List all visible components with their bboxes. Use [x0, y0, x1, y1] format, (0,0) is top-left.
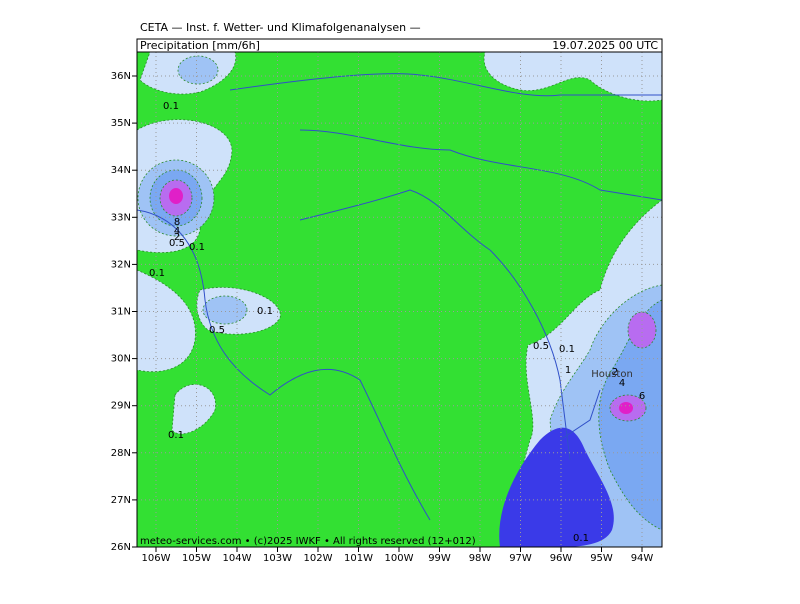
lon-label: 101W — [344, 553, 373, 564]
lon-label: 100W — [385, 553, 414, 564]
contour-label: 2 — [174, 232, 180, 243]
river — [299, 129, 662, 201]
contour-label: 6 — [639, 391, 645, 402]
contour-label: 0.1 — [189, 242, 205, 253]
contour-label: 0.5 — [169, 238, 185, 249]
lon-label: 103W — [263, 553, 292, 564]
footer-credit: meteo-services.com • (c)2025 IWKF • All … — [140, 536, 476, 547]
lon-label: 94W — [631, 553, 654, 564]
lon-label: 98W — [469, 553, 492, 564]
lon-label: 97W — [509, 553, 532, 564]
lat-label: 36N — [111, 71, 131, 82]
lon-label: 105W — [182, 553, 211, 564]
header-title: CETA — Inst. f. Wetter- und Klimafolgena… — [140, 21, 421, 34]
lat-label: 30N — [111, 354, 131, 365]
lon-label: 96W — [550, 553, 573, 564]
lon-label: 95W — [590, 553, 613, 564]
contour-label: 0.1 — [149, 268, 165, 279]
river — [559, 379, 601, 461]
map-area — [137, 52, 662, 547]
contour-label: 1 — [565, 365, 571, 376]
lon-label: 106W — [142, 553, 171, 564]
lat-label: 31N — [111, 307, 131, 318]
contour-label: 0.1 — [168, 430, 184, 441]
lat-label: 29N — [111, 401, 131, 412]
river — [299, 189, 561, 381]
header-valid-time: 19.07.2025 00 UTC — [552, 39, 658, 52]
lat-label: 32N — [111, 259, 131, 270]
gulf-area — [499, 427, 614, 547]
contour-label: 0.5 — [533, 341, 549, 352]
precip-area — [202, 295, 248, 325]
contour-label: 4 — [619, 378, 625, 389]
lon-label: 102W — [304, 553, 333, 564]
contour-label: 4 — [174, 226, 180, 237]
contour-label: 0.5 — [209, 325, 225, 336]
contour-label: 0.1 — [257, 306, 273, 317]
contour-label: 0.1 — [559, 344, 575, 355]
place-label: Houston — [591, 369, 633, 380]
contour-label: 0.1 — [163, 101, 179, 112]
precip-area — [619, 402, 633, 414]
precip-area — [137, 269, 196, 373]
precip-area — [177, 55, 219, 85]
lat-label: 35N — [111, 118, 131, 129]
grid — [137, 52, 662, 547]
contour-label: 8 — [174, 217, 180, 228]
lon-label: 99W — [428, 553, 451, 564]
river — [229, 73, 662, 97]
river — [137, 209, 431, 521]
lat-label: 33N — [111, 212, 131, 223]
lat-label: 26N — [111, 542, 131, 553]
precip-area — [627, 311, 657, 349]
lon-label: 104W — [223, 553, 252, 564]
header-subtitle: Precipitation [mm/6h] — [140, 39, 260, 52]
lat-label: 27N — [111, 495, 131, 506]
precip-area — [169, 188, 183, 204]
lat-label: 34N — [111, 165, 131, 176]
lat-label: 28N — [111, 448, 131, 459]
footer-bg — [138, 535, 448, 546]
labels: 36N 35N 34N 33N 32N 31N 30N 29N 28N 27N 26N 106W 105… — [111, 71, 654, 564]
precip-area — [171, 384, 216, 435]
contour-label: 2 — [612, 367, 618, 378]
contour-label: 0.1 — [573, 533, 589, 544]
